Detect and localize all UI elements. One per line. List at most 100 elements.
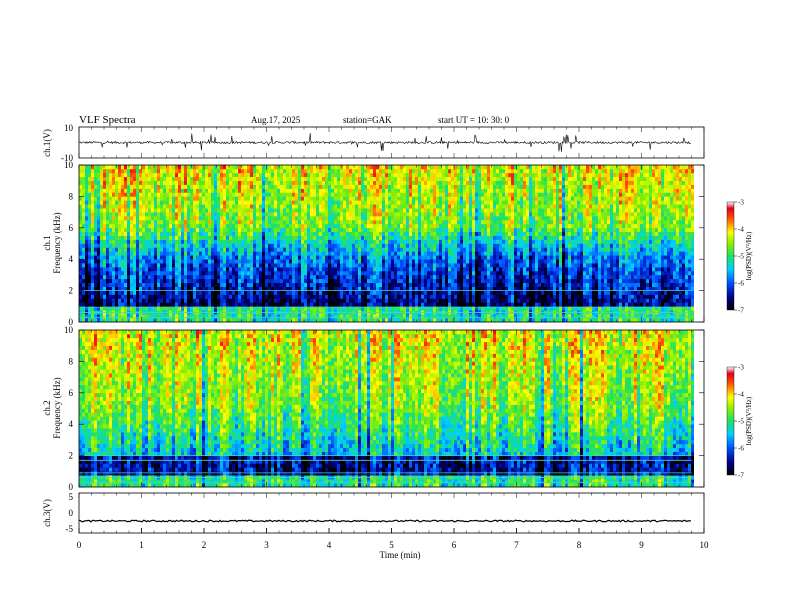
spectrogram-cell (337, 263, 340, 268)
spectrogram-cell (292, 208, 295, 213)
spectrogram-cell (436, 219, 439, 225)
spectrogram-cell (82, 298, 85, 303)
spectrogram-cell (181, 290, 184, 295)
spectrogram-cell (133, 251, 136, 256)
spectrogram-cell (337, 274, 340, 280)
spectrogram-cell (157, 259, 160, 264)
spectrogram-cell (418, 176, 421, 181)
spectrogram-cell (367, 267, 370, 272)
spectrogram-cell (88, 306, 91, 311)
spectrogram-cell (115, 192, 118, 197)
spectrogram-cell (241, 294, 244, 299)
spectrogram-cell (214, 219, 217, 225)
spectrogram-cell (232, 255, 235, 260)
spectrogram-cell (352, 223, 355, 229)
spectrogram-cell (253, 184, 256, 189)
spectrogram-cell (271, 278, 274, 284)
spectrogram-cell (319, 278, 322, 284)
spectrogram-cell (271, 247, 274, 252)
spectrogram-cell (130, 200, 133, 205)
spectrogram-cell (355, 231, 358, 236)
spectrogram-cell (418, 235, 421, 240)
spectrogram-cell (118, 212, 121, 217)
spectrogram-cell (385, 270, 388, 276)
spectrogram-cell (187, 267, 190, 272)
spectrogram-cell (427, 223, 430, 229)
spectrogram-cell (229, 294, 232, 299)
spectrogram-cell (385, 255, 388, 260)
spectrogram-cell (124, 172, 127, 178)
spectrogram-cell (283, 318, 286, 323)
spectrogram-cell (235, 231, 238, 236)
spectrogram-cell (253, 227, 256, 233)
spectrogram-cell (427, 267, 430, 272)
spectrogram-cell (163, 208, 166, 213)
spectrogram-cell (91, 204, 94, 209)
spectrogram-cell (208, 219, 211, 225)
spectrogram-cell (115, 306, 118, 311)
spectrogram-cell (349, 270, 352, 276)
spectrogram-cell (394, 188, 397, 193)
spectrogram-cell (424, 286, 427, 291)
spectrogram-cell (295, 192, 298, 197)
spectrogram-cell (370, 172, 373, 178)
spectrogram-cell (214, 282, 217, 287)
spectrogram-cell (247, 263, 250, 268)
spectrogram-cell (178, 294, 181, 299)
spectrogram-cell (322, 298, 325, 303)
spectrogram-cell (436, 251, 439, 256)
spectrogram-cell (124, 306, 127, 311)
spectrogram-cell (253, 263, 256, 268)
spectrogram-cell (442, 267, 445, 272)
spectrogram-cell (247, 302, 250, 307)
spectrogram-cell (133, 196, 136, 201)
spectrogram-cell (337, 235, 340, 240)
spectrogram-cell (340, 196, 343, 201)
spectrogram-cell (379, 263, 382, 268)
spectrogram-cell (163, 223, 166, 229)
spectrogram-cell (322, 263, 325, 268)
spectrogram-cell (298, 227, 301, 233)
spectrogram-cell (301, 274, 304, 280)
spectrogram-cell (277, 223, 280, 229)
spectrogram-cell (217, 274, 220, 280)
spectrogram-cell (373, 204, 376, 209)
spectrogram-cell (157, 278, 160, 284)
spectrogram-cell (448, 180, 451, 185)
spectrogram-cell (112, 290, 115, 295)
spectrogram-cell (181, 259, 184, 264)
spectrogram-cell (364, 290, 367, 295)
spectrogram-cell (190, 247, 193, 252)
spectrogram-cell (106, 180, 109, 185)
spectrogram-cell (412, 176, 415, 181)
spectrogram-cell (262, 278, 265, 284)
spectrogram-cell (169, 278, 172, 284)
spectrogram-cell (442, 168, 445, 174)
spectrogram-cell (340, 216, 343, 221)
spectrogram-cell (430, 196, 433, 201)
spectrogram-cell (265, 216, 268, 221)
spectrogram-cell (301, 302, 304, 307)
spectrogram-cell (364, 223, 367, 229)
spectrogram-cell (217, 298, 220, 303)
spectrogram-cell (439, 294, 442, 299)
spectrogram-cell (394, 259, 397, 264)
spectrogram-cell (259, 302, 262, 307)
spectrogram-cell (382, 204, 385, 209)
spectrogram-cell (202, 278, 205, 284)
spectrogram-cell (283, 204, 286, 209)
spectrogram-cell (439, 192, 442, 197)
spectrogram-cell (424, 243, 427, 248)
spectrogram-cell (325, 208, 328, 213)
spectrogram-cell (355, 176, 358, 181)
spectrogram-cell (337, 176, 340, 181)
spectrogram-cell (247, 239, 250, 244)
spectrogram-cell (196, 196, 199, 201)
spectrogram-cell (79, 318, 82, 323)
spectrogram-cell (433, 227, 436, 233)
spectrogram-cell (88, 188, 91, 193)
spectrogram-cell (430, 216, 433, 221)
spectrogram-cell (244, 274, 247, 280)
spectrogram-cell (358, 208, 361, 213)
spectrogram-cell (334, 192, 337, 197)
